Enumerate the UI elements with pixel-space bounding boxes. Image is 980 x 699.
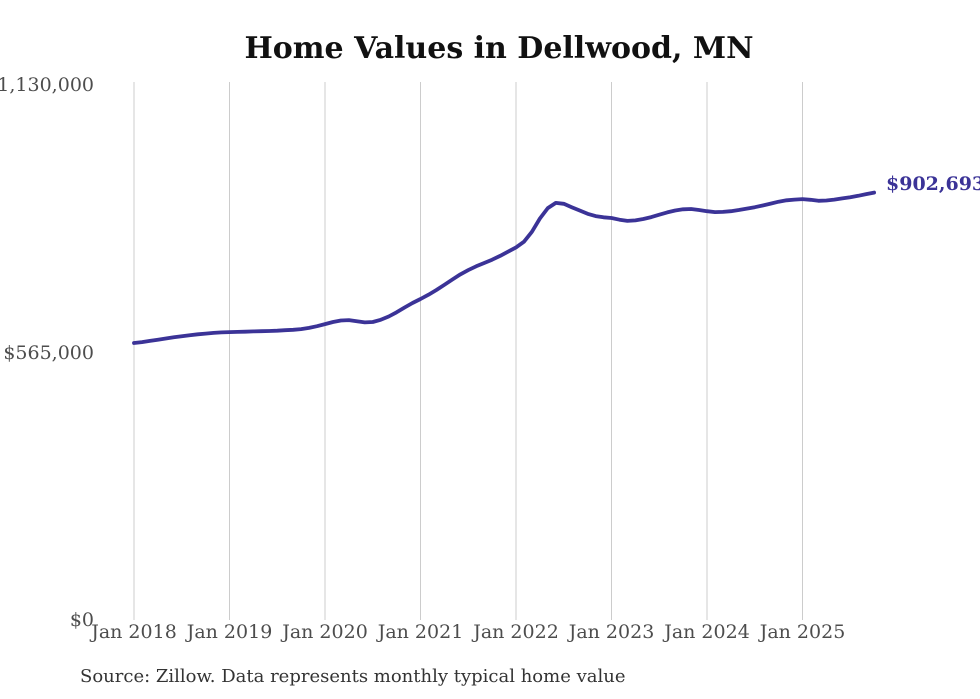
home-value-series-line <box>132 190 876 345</box>
latest-value-label: $902,693 <box>886 172 980 195</box>
y-axis-tick-label: $0 <box>69 609 94 631</box>
source-note: Source: Zillow. Data represents monthly … <box>80 666 626 687</box>
x-axis-tick-label: Jan 2024 <box>664 621 750 643</box>
y-axis-tick-label: $565,000 <box>3 341 94 364</box>
x-axis-tick-label: Jan 2021 <box>377 621 464 643</box>
y-axis-tick-label: $1,130,000 <box>0 74 94 96</box>
x-axis-tick-label: Jan 2019 <box>186 621 273 643</box>
gridlines <box>133 82 803 620</box>
x-axis-tick-label: Jan 2023 <box>568 621 655 643</box>
chart-title: Home Values in Dellwood, MN <box>244 31 754 66</box>
x-axis-tick-label: Jan 2025 <box>759 621 846 643</box>
x-axis-tick-label: Jan 2018 <box>91 621 177 643</box>
x-axis-tick-label: Jan 2020 <box>282 621 368 643</box>
x-axis-tick-label: Jan 2022 <box>473 621 559 643</box>
